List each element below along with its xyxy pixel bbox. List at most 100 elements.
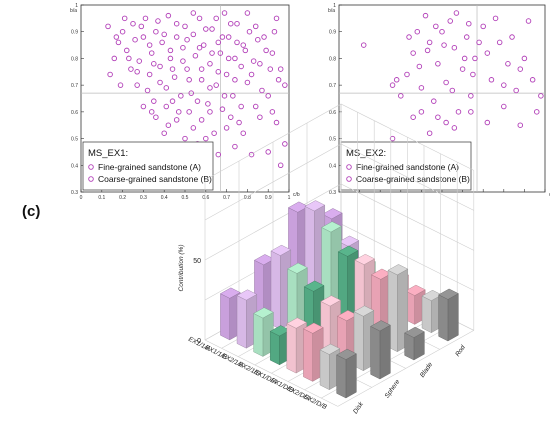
data-point (275, 77, 282, 83)
data-point (221, 93, 228, 99)
data-point (517, 66, 524, 72)
data-point (451, 125, 458, 131)
data-point (453, 10, 460, 16)
data-point (248, 151, 255, 158)
data-point (140, 34, 147, 40)
data-point (269, 109, 276, 115)
legend-entry: Coarse-grained sandstone (B) (98, 174, 212, 184)
x-tick-label: 0.9 (265, 195, 272, 201)
data-point (151, 98, 157, 104)
bar-face (287, 262, 308, 274)
data-point (431, 98, 437, 104)
y-category-label: Sphere (384, 378, 402, 399)
data-point (146, 71, 153, 78)
data-point (263, 47, 269, 54)
data-point (211, 130, 217, 136)
legend-marker (346, 164, 352, 170)
data-point (113, 34, 120, 40)
data-point (414, 28, 421, 35)
data-point (248, 71, 255, 78)
bar-face (345, 353, 357, 399)
legend-title: MS_EX2: (346, 148, 386, 159)
data-point (186, 109, 192, 115)
x-tick-label: 1 (288, 195, 291, 201)
data-point (219, 34, 226, 40)
data-point (207, 85, 213, 91)
data-point (410, 114, 416, 120)
bar-face (253, 307, 274, 319)
bar-EX2/D/B-Sphere (370, 320, 391, 380)
bar-face (336, 354, 347, 399)
data-point (496, 39, 503, 46)
z-tick-label: 0 (197, 338, 201, 345)
y-tick-label: 0.8 (71, 56, 78, 62)
data-point (240, 42, 246, 48)
data-point (492, 15, 499, 22)
data-point (238, 103, 244, 110)
data-point (404, 71, 410, 78)
data-point (136, 58, 142, 64)
bar-face (270, 331, 280, 366)
data-point (265, 93, 271, 99)
bar-face (421, 295, 432, 334)
data-point (257, 114, 263, 120)
data-point (426, 39, 433, 46)
y-category-label: Disk (352, 400, 365, 415)
data-point (433, 23, 439, 30)
data-point (443, 79, 449, 86)
y-tick-label: 0.5 (71, 137, 78, 143)
data-point (398, 93, 404, 99)
x-axis-label: c/b (293, 192, 300, 198)
data-point (219, 106, 226, 112)
data-point (252, 103, 259, 110)
data-point (157, 79, 163, 86)
legend-marker (88, 164, 94, 170)
data-point (146, 42, 153, 48)
data-point (124, 47, 130, 54)
data-point (277, 66, 284, 72)
data-point (410, 50, 416, 56)
x-tick-label: 0.2 (119, 195, 126, 201)
data-point (198, 117, 205, 123)
data-point (472, 55, 478, 62)
data-point (228, 20, 234, 27)
x-tick-label: 0 (80, 195, 83, 201)
data-point (435, 61, 441, 67)
data-point (242, 47, 249, 54)
bar-face (321, 208, 343, 220)
bar-face (286, 323, 297, 374)
data-point (207, 61, 213, 67)
data-point (205, 101, 211, 107)
data-point (232, 77, 238, 83)
data-point (169, 98, 176, 104)
data-point (171, 74, 178, 80)
data-point (449, 87, 456, 94)
data-point (215, 69, 222, 75)
y-tick-label: 0.3 (71, 190, 78, 196)
data-point (439, 28, 445, 35)
bar-face (447, 293, 459, 342)
data-point (244, 10, 251, 16)
data-point (138, 23, 145, 30)
data-point (196, 15, 203, 22)
data-point (234, 20, 240, 27)
data-point (161, 31, 167, 38)
data-point (221, 10, 228, 16)
data-point (151, 61, 157, 67)
y-tick-label: 0.5 (329, 137, 336, 143)
data-point (277, 162, 284, 169)
bar-face (253, 313, 264, 357)
data-point (200, 42, 207, 48)
data-point (468, 109, 474, 115)
data-point (282, 141, 288, 147)
data-point (105, 23, 111, 30)
y-tick-label: 0.3 (329, 190, 336, 196)
data-point (255, 36, 261, 43)
bar-EX2/D/B-Rod (438, 288, 459, 342)
data-point (422, 12, 429, 19)
data-point (252, 23, 259, 30)
data-point (406, 34, 412, 40)
data-point (282, 82, 288, 88)
data-point (236, 119, 242, 126)
